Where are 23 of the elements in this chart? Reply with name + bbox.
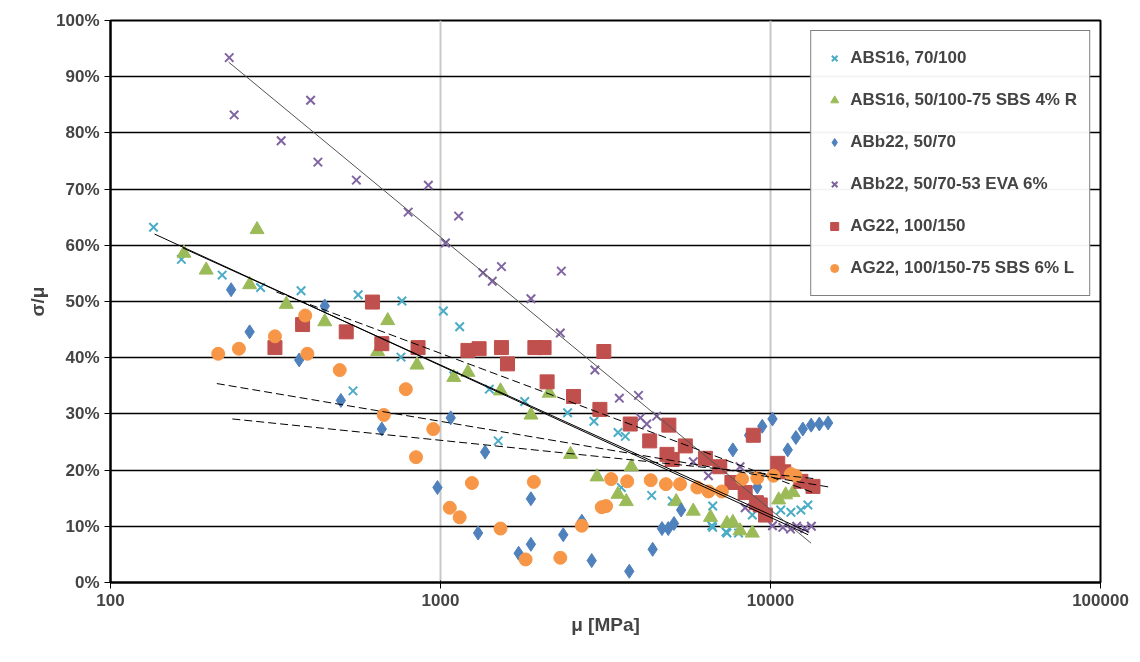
x-tick-label: 100	[96, 590, 125, 610]
y-tick-label: 100%	[56, 11, 100, 30]
legend-label: ABb22, 50/70-53 EVA 6%	[850, 173, 1048, 195]
y-tick-label: 10%	[65, 516, 100, 536]
y-tick-label: 60%	[65, 235, 100, 255]
y-tick-label: 0%	[74, 573, 100, 592]
y-tick-label: 70%	[65, 179, 100, 199]
legend-label: ABS16, 50/100-75 SBS 4% R	[850, 89, 1077, 111]
y-axis-title: σ/μ	[27, 286, 49, 317]
x-axis-title: μ [MPa]	[571, 613, 640, 635]
x-tick-label: 100000	[1072, 590, 1129, 610]
legend-label: ABS16, 70/100	[850, 47, 967, 69]
y-tick-label: 30%	[65, 404, 100, 424]
legend-label: AG22, 100/150	[850, 215, 966, 237]
y-tick-label: 40%	[65, 348, 100, 368]
y-tick-label: 20%	[65, 460, 100, 480]
y-tick-label: 80%	[65, 123, 100, 143]
y-tick-label: 50%	[65, 292, 100, 311]
x-tick-label: 10000	[746, 590, 795, 610]
y-tick-label: 90%	[65, 67, 100, 87]
x-tick-label: 1000	[421, 590, 460, 610]
legend-label: AG22, 100/150-75 SBS 6% L	[850, 257, 1075, 279]
legend-label: ABb22, 50/70	[850, 131, 957, 153]
